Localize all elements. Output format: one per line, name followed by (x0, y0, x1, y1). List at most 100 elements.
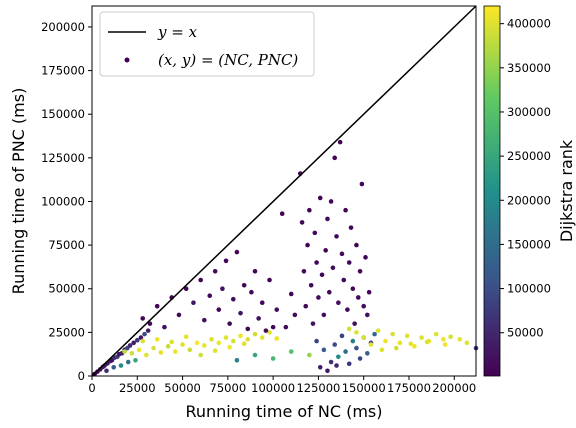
x-tick-label: 50000 (164, 381, 201, 395)
y-tick-label: 125000 (41, 151, 85, 165)
data-point (365, 312, 370, 318)
x-axis-label: Running time of NC (ms) (185, 402, 382, 421)
data-point (223, 258, 229, 264)
data-point (316, 295, 321, 300)
data-point (207, 293, 213, 299)
data-point (448, 334, 453, 340)
y-tick-label: 25000 (48, 325, 85, 339)
plot-border (91, 5, 477, 377)
data-point (314, 338, 319, 344)
colorbar (483, 5, 501, 377)
colorbar-label: Dijkstra rank (557, 139, 576, 242)
data-point (354, 330, 359, 335)
data-point (442, 342, 448, 347)
data-point (279, 211, 285, 216)
data-point (274, 307, 280, 312)
data-point (343, 207, 348, 213)
data-point (187, 347, 193, 353)
colorbar-tick-label: 300000 (507, 105, 551, 119)
y-tick-label: 100000 (41, 194, 85, 208)
data-point (118, 363, 124, 368)
data-point (154, 303, 160, 309)
x-tick-label: 175000 (387, 381, 431, 395)
data-point (125, 359, 131, 365)
data-point (162, 324, 167, 330)
data-point (345, 307, 350, 312)
data-point (216, 340, 222, 346)
data-point (336, 354, 341, 360)
data-point (176, 312, 182, 318)
x-tick-label: 125000 (296, 381, 340, 395)
legend-marker-swatch (124, 57, 130, 63)
data-point (368, 342, 374, 347)
data-point (314, 260, 319, 265)
data-point (194, 340, 200, 346)
data-point (245, 337, 251, 342)
data-point (134, 337, 140, 343)
data-point (256, 316, 261, 321)
data-point (140, 338, 146, 344)
y-axis-label: Running time of PNC (ms) (9, 88, 28, 295)
data-point (308, 282, 314, 288)
data-point (169, 339, 174, 345)
data-point (138, 335, 144, 340)
data-point (394, 345, 399, 351)
data-point (263, 328, 269, 333)
data-point (216, 307, 222, 312)
data-point (352, 321, 357, 326)
data-point (234, 249, 240, 255)
data-point (288, 349, 294, 354)
legend: y = x (x, y) = (NC, PNC) (99, 11, 315, 77)
legend-label-identity: y = x (157, 23, 198, 41)
data-point (328, 359, 334, 365)
data-point (274, 336, 280, 341)
x-tick-label: 25000 (119, 381, 156, 395)
data-point (227, 344, 232, 350)
data-point (165, 344, 171, 349)
colorbar-tick-label: 200000 (507, 193, 551, 207)
data-point (270, 356, 276, 361)
colorbar-tick-label: 50000 (507, 326, 544, 340)
data-point (301, 268, 307, 274)
data-point (317, 195, 323, 201)
data-point (328, 199, 334, 204)
y-tick-label: 50000 (48, 282, 85, 296)
data-point (136, 347, 142, 353)
data-point (288, 291, 294, 297)
data-point (245, 326, 251, 332)
x-tick-label: 150000 (342, 381, 386, 395)
data-point (180, 342, 185, 347)
data-point (140, 316, 146, 321)
data-point (230, 296, 236, 302)
data-point (325, 368, 330, 374)
data-point (303, 303, 309, 309)
data-point (267, 330, 272, 335)
data-point (129, 351, 135, 356)
data-point (122, 349, 127, 354)
data-point (390, 331, 395, 337)
x-tick-label: 0 (88, 381, 95, 395)
data-point (323, 248, 328, 253)
data-point (319, 272, 325, 278)
colorbar-tick-label: 100000 (507, 282, 551, 296)
data-point (334, 363, 339, 368)
data-point (348, 225, 354, 230)
data-point (404, 333, 410, 339)
data-point (241, 282, 247, 288)
data-point (321, 312, 327, 318)
data-point (419, 335, 424, 340)
data-point (441, 337, 446, 342)
x-tick-label: 100000 (251, 381, 295, 395)
data-point (238, 310, 243, 316)
data-point (350, 286, 356, 292)
data-point (375, 328, 381, 333)
identity-line (91, 5, 477, 377)
data-point (212, 268, 218, 274)
data-point (346, 260, 352, 265)
data-point (379, 347, 385, 353)
data-point (299, 220, 305, 225)
data-point (173, 349, 178, 354)
data-point (343, 349, 348, 354)
x-axis-ticks: 0 25000 50000 75000 100000 125000 150000 175000… (88, 376, 476, 395)
